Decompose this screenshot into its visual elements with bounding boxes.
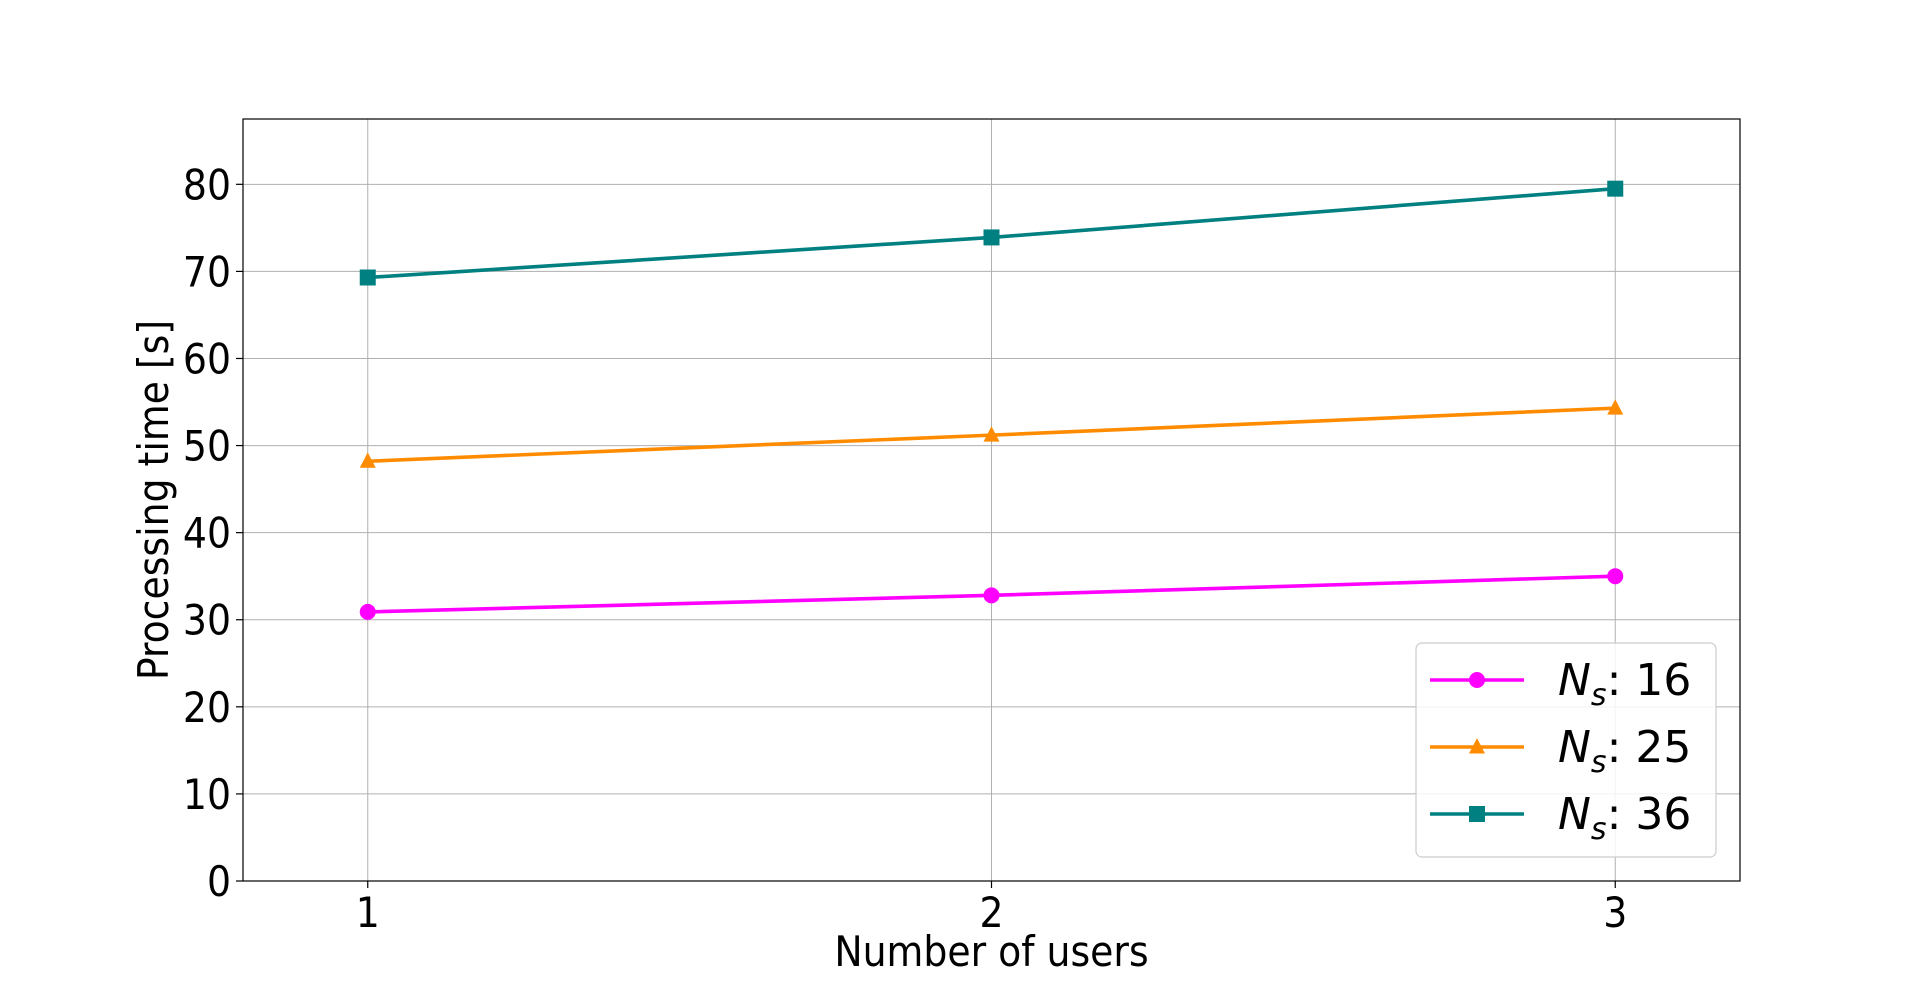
legend-marker [1469, 672, 1485, 688]
legend-item: Ns: 16 [1430, 655, 1691, 713]
legend-label-main: N [1558, 722, 1591, 773]
x-tick-label: 1 [356, 888, 380, 937]
x-tick-label: 3 [1603, 888, 1627, 937]
y-tick-label: 50 [183, 422, 231, 471]
y-tick-label: 70 [183, 247, 231, 296]
legend-label-subscript: s [1591, 678, 1607, 713]
y-tick-label: 20 [183, 683, 231, 732]
x-tick-label: 2 [979, 888, 1003, 937]
x-axis-title: Number of users [834, 927, 1148, 976]
legend-label: Ns: 25 [1558, 722, 1691, 780]
data-point [1607, 568, 1624, 585]
x-axis-ticks: 1 2 3 [356, 881, 1627, 937]
legend-label-value: : 16 [1607, 655, 1692, 706]
legend-label: Ns: 16 [1558, 655, 1691, 713]
legend-label-main: N [1558, 789, 1591, 840]
y-axis-ticks: 0 10 20 30 40 50 60 70 80 [183, 160, 243, 906]
legend-box [1415, 642, 1717, 858]
data-point [983, 587, 1000, 604]
data-point [1607, 180, 1624, 197]
data-point [983, 229, 1000, 246]
legend-label-value: : 36 [1607, 789, 1692, 840]
series-2 [359, 180, 1624, 286]
series-0 [359, 568, 1624, 620]
data-point [359, 269, 376, 286]
legend-label-subscript: s [1591, 745, 1607, 780]
legend-item: Ns: 25 [1430, 722, 1691, 780]
y-axis-title: Processing time [s] [129, 320, 178, 680]
y-tick-label: 60 [183, 334, 231, 383]
data-point [1607, 399, 1624, 415]
y-tick-label: 40 [183, 509, 231, 558]
y-tick-label: 0 [207, 857, 231, 906]
y-tick-label: 30 [183, 596, 231, 645]
legend-label-subscript: s [1591, 812, 1607, 847]
legend-label: Ns: 36 [1558, 789, 1691, 847]
legend-marker [1469, 806, 1485, 822]
data-point [983, 426, 1000, 442]
grid [243, 119, 1740, 882]
legend-label-main: N [1558, 655, 1591, 706]
data-point [359, 603, 376, 620]
legend-marker [1469, 738, 1485, 754]
series-1 [359, 399, 1624, 468]
y-tick-label: 80 [183, 160, 231, 209]
legend-item: Ns: 36 [1430, 789, 1691, 847]
series-layer [359, 180, 1624, 620]
legend-label-value: : 25 [1607, 722, 1692, 773]
y-tick-label: 10 [183, 770, 231, 819]
data-point [359, 452, 376, 468]
